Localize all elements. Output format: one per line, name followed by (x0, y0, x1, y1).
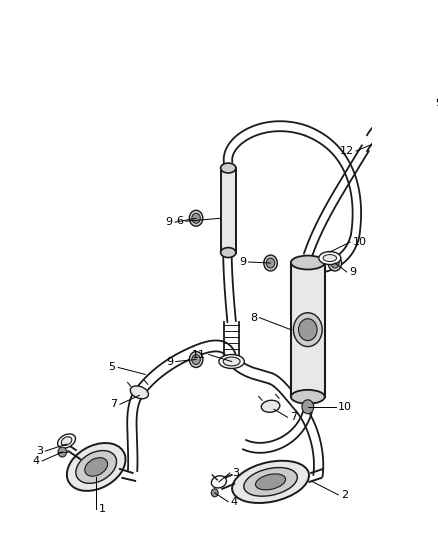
Ellipse shape (85, 458, 108, 476)
Text: 10: 10 (338, 402, 352, 412)
Ellipse shape (244, 467, 297, 496)
Text: 10: 10 (353, 237, 367, 247)
Circle shape (418, 100, 426, 110)
Text: 9: 9 (165, 217, 173, 227)
Ellipse shape (67, 443, 126, 491)
Ellipse shape (319, 252, 341, 264)
Circle shape (266, 258, 275, 268)
Circle shape (264, 255, 277, 271)
Circle shape (211, 489, 218, 497)
Ellipse shape (58, 434, 75, 448)
FancyBboxPatch shape (221, 168, 236, 253)
Ellipse shape (212, 476, 226, 488)
Text: 6: 6 (177, 216, 184, 226)
Circle shape (58, 447, 67, 457)
Ellipse shape (395, 123, 407, 140)
Circle shape (415, 98, 429, 114)
Ellipse shape (221, 163, 236, 173)
Text: 9: 9 (239, 257, 246, 267)
Ellipse shape (219, 354, 244, 368)
Ellipse shape (291, 255, 325, 270)
Text: 5: 5 (109, 362, 116, 373)
Circle shape (192, 213, 200, 223)
Text: 9: 9 (166, 357, 173, 367)
Text: 3: 3 (36, 446, 43, 456)
Text: 4: 4 (231, 497, 238, 507)
Ellipse shape (293, 313, 322, 346)
Ellipse shape (323, 255, 336, 262)
Ellipse shape (61, 437, 72, 446)
Text: 3: 3 (233, 468, 240, 478)
Polygon shape (384, 101, 415, 125)
Circle shape (192, 354, 200, 365)
Text: 2: 2 (341, 490, 348, 500)
Circle shape (331, 258, 339, 268)
Ellipse shape (221, 248, 236, 257)
FancyBboxPatch shape (291, 263, 325, 397)
Ellipse shape (76, 450, 117, 483)
Text: 9: 9 (349, 267, 357, 277)
Ellipse shape (130, 386, 148, 399)
Text: 11: 11 (192, 350, 206, 360)
Text: 9: 9 (435, 99, 438, 108)
Text: 8: 8 (250, 313, 257, 323)
Ellipse shape (223, 357, 240, 366)
Text: 1: 1 (99, 504, 106, 514)
Ellipse shape (261, 400, 280, 413)
Ellipse shape (232, 461, 309, 503)
Ellipse shape (392, 118, 410, 144)
Circle shape (302, 400, 314, 414)
Ellipse shape (255, 474, 286, 490)
Ellipse shape (291, 390, 325, 404)
Text: 4: 4 (32, 456, 39, 466)
Ellipse shape (298, 319, 317, 341)
Text: 12: 12 (339, 146, 353, 156)
Circle shape (328, 255, 342, 271)
Text: 7: 7 (110, 399, 117, 409)
Text: 7: 7 (290, 412, 297, 422)
Circle shape (189, 352, 203, 367)
Circle shape (189, 211, 203, 226)
